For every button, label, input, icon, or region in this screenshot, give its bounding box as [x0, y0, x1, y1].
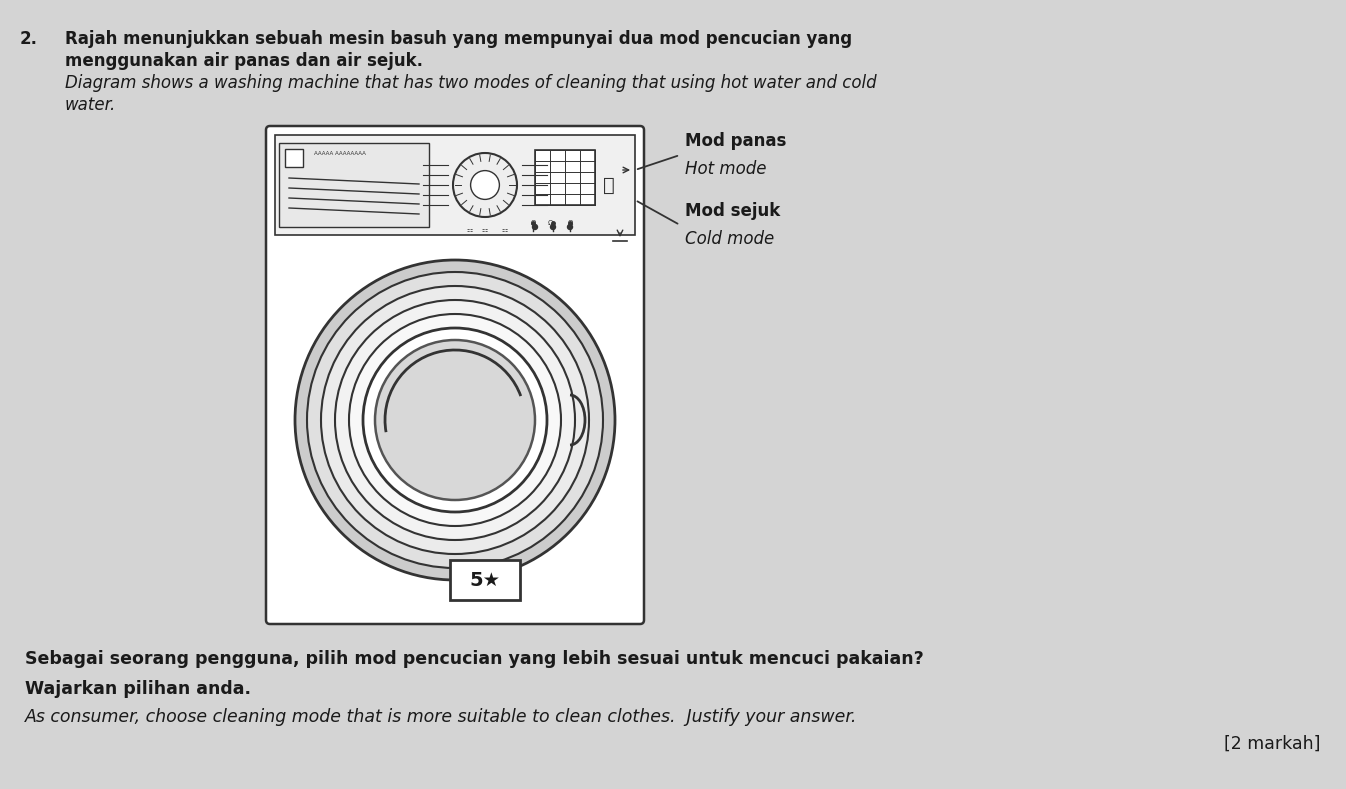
Text: Mod sejuk: Mod sejuk	[685, 202, 781, 220]
Text: Ω: Ω	[567, 220, 572, 226]
Circle shape	[363, 328, 546, 512]
Text: ⚏: ⚏	[502, 227, 509, 233]
Bar	[275, 135, 635, 235]
Text: [2 markah]: [2 markah]	[1224, 735, 1320, 753]
Text: Rajah menunjukkan sebuah mesin basuh yang mempunyai dua mod pencucian yang: Rajah menunjukkan sebuah mesin basuh yan…	[65, 30, 852, 48]
Bar	[450, 560, 520, 600]
Text: As consumer, choose cleaning mode that is more suitable to clean clothes.  Justi: As consumer, choose cleaning mode that i…	[26, 708, 857, 726]
Text: 洗: 洗	[603, 175, 615, 195]
Text: 2.: 2.	[20, 30, 38, 48]
Bar	[534, 150, 595, 205]
Circle shape	[454, 153, 517, 217]
Circle shape	[335, 300, 575, 540]
Circle shape	[533, 225, 537, 230]
Text: water.: water.	[65, 96, 116, 114]
Circle shape	[320, 286, 590, 554]
Text: Sebagai seorang pengguna, pilih mod pencucian yang lebih sesuai untuk mencuci pa: Sebagai seorang pengguna, pilih mod penc…	[26, 650, 923, 668]
Circle shape	[349, 314, 561, 526]
Text: 5★: 5★	[468, 570, 501, 589]
FancyBboxPatch shape	[267, 126, 643, 624]
Text: Ω: Ω	[530, 220, 536, 226]
Text: ⚏: ⚏	[482, 227, 489, 233]
Circle shape	[568, 225, 572, 230]
Text: Wajarkan pilihan anda.: Wajarkan pilihan anda.	[26, 680, 250, 698]
Text: Cold mode: Cold mode	[685, 230, 774, 248]
Text: Mod panas: Mod panas	[685, 132, 786, 150]
Text: AAAAA AAAAAAAA: AAAAA AAAAAAAA	[314, 151, 366, 156]
Text: Diagram shows a washing machine that has two modes of cleaning that using hot wa: Diagram shows a washing machine that has…	[65, 74, 876, 92]
Circle shape	[471, 170, 499, 200]
Circle shape	[376, 340, 534, 500]
Circle shape	[551, 225, 556, 230]
Circle shape	[295, 260, 615, 580]
Text: menggunakan air panas dan air sejuk.: menggunakan air panas dan air sejuk.	[65, 52, 423, 70]
Text: Ω: Ω	[548, 220, 553, 226]
Bar	[285, 149, 303, 167]
Text: Hot mode: Hot mode	[685, 160, 766, 178]
Bar	[279, 143, 429, 227]
Circle shape	[307, 272, 603, 568]
Text: ⚏: ⚏	[467, 227, 474, 233]
